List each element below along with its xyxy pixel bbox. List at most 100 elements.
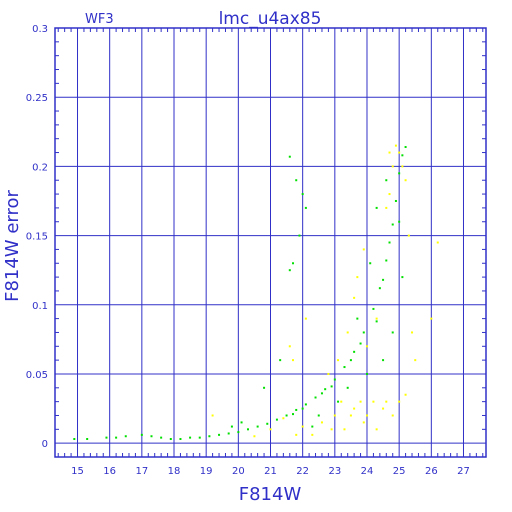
data-point (404, 179, 407, 182)
data-point (385, 259, 388, 262)
data-point (115, 436, 118, 439)
data-point (298, 234, 301, 237)
plot-frame (54, 27, 487, 458)
x-tick-label: 19 (200, 466, 213, 477)
data-point (240, 421, 243, 424)
x-tick-label: 18 (168, 466, 181, 477)
data-point (340, 400, 343, 403)
data-point (301, 425, 304, 428)
data-point (288, 345, 291, 348)
data-point (394, 199, 397, 202)
data-point (343, 366, 346, 369)
data-point (385, 179, 388, 182)
data-point (388, 151, 391, 154)
data-point (179, 438, 182, 441)
data-point (304, 206, 307, 209)
x-tick-label: 17 (135, 466, 148, 477)
data-point (353, 296, 356, 299)
data-point (372, 307, 375, 310)
data-point (343, 428, 346, 431)
data-point (404, 146, 407, 149)
data-point (398, 400, 401, 403)
data-point (295, 408, 298, 411)
data-point (218, 433, 221, 436)
data-point (365, 372, 368, 375)
data-point (150, 435, 153, 438)
y-tick-label: 0.1 (32, 301, 48, 312)
data-point (391, 331, 394, 334)
x-tick-label: 27 (457, 466, 470, 477)
x-tick-label: 23 (328, 466, 341, 477)
data-point (398, 151, 401, 154)
data-point (256, 425, 259, 428)
data-point (330, 428, 333, 431)
data-point (356, 317, 359, 320)
data-point (430, 317, 433, 320)
data-point (282, 417, 285, 420)
data-point (349, 414, 352, 417)
data-point (301, 193, 304, 196)
data-point (362, 248, 365, 251)
x-tick-label: 16 (103, 466, 116, 477)
data-point (253, 435, 256, 438)
data-point (365, 414, 368, 417)
data-point (292, 413, 295, 416)
data-point (346, 331, 349, 334)
data-point (304, 317, 307, 320)
data-point (86, 438, 89, 441)
data-point (349, 359, 352, 362)
data-point (337, 400, 340, 403)
x-tick-label: 24 (361, 466, 374, 477)
data-point (375, 320, 378, 323)
data-point (359, 342, 362, 345)
x-tick-label: 21 (264, 466, 277, 477)
data-point (292, 262, 295, 265)
data-point (382, 278, 385, 281)
data-point (375, 317, 378, 320)
y-tick-label: 0 (42, 439, 48, 450)
x-tick-labels: 15 16 17 18 19 20 21 22 23 24 25 26 27 (71, 466, 470, 477)
data-point (346, 386, 349, 389)
data-point (227, 432, 230, 435)
data-point (365, 345, 368, 348)
x-tick-label: 20 (232, 466, 245, 477)
data-point (372, 400, 375, 403)
data-point (288, 269, 291, 272)
data-point (304, 403, 307, 406)
data-point (314, 396, 317, 399)
data-point (292, 359, 295, 362)
data-point (375, 206, 378, 209)
data-point (279, 359, 282, 362)
data-point (105, 436, 108, 439)
data-point (263, 386, 266, 389)
data-point (391, 414, 394, 417)
y-tick-label: 0.3 (32, 24, 48, 35)
data-point (362, 331, 365, 334)
data-point (382, 359, 385, 362)
y-axis-label: F814W error (2, 190, 23, 302)
data-point (356, 276, 359, 279)
data-point (369, 262, 372, 265)
data-point (353, 350, 356, 353)
y-tick-label: 0.2 (32, 162, 48, 173)
data-point (160, 436, 163, 439)
data-point (333, 414, 336, 417)
data-point (388, 241, 391, 244)
data-point (398, 220, 401, 223)
data-point (436, 241, 439, 244)
x-axis-label: F814W (239, 484, 302, 505)
data-point (311, 425, 314, 428)
data-point (237, 431, 240, 434)
data-point (275, 418, 278, 421)
data-point (73, 438, 76, 441)
data-point (330, 385, 333, 388)
data-point (169, 438, 172, 441)
data-point (324, 388, 327, 391)
plot-border (54, 27, 487, 458)
data-point (327, 372, 330, 375)
data-point (285, 414, 288, 417)
data-point (295, 179, 298, 182)
data-point (333, 378, 336, 381)
data-point (378, 287, 381, 290)
